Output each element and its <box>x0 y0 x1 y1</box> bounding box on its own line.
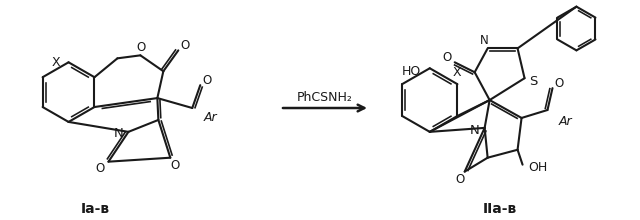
Text: N: N <box>480 34 489 47</box>
Text: N: N <box>113 127 124 140</box>
Text: O: O <box>455 173 465 186</box>
Text: O: O <box>203 74 212 87</box>
Text: O: O <box>171 159 180 172</box>
Text: O: O <box>96 162 105 175</box>
Text: O: O <box>137 41 146 54</box>
Text: O: O <box>180 39 190 52</box>
Text: O: O <box>442 51 451 64</box>
Text: X: X <box>51 56 60 69</box>
Text: PhCSNH₂: PhCSNH₂ <box>297 91 353 104</box>
Text: N: N <box>470 124 479 137</box>
Text: S: S <box>529 75 538 88</box>
Text: OH: OH <box>528 161 547 174</box>
Text: Ar: Ar <box>204 112 217 125</box>
Text: X: X <box>453 66 461 79</box>
Text: Ar: Ar <box>559 116 572 128</box>
Text: HO: HO <box>402 65 421 78</box>
Text: IIa-в: IIa-в <box>483 202 516 216</box>
Text: Ia-в: Ia-в <box>81 202 110 216</box>
Text: O: O <box>555 77 564 90</box>
